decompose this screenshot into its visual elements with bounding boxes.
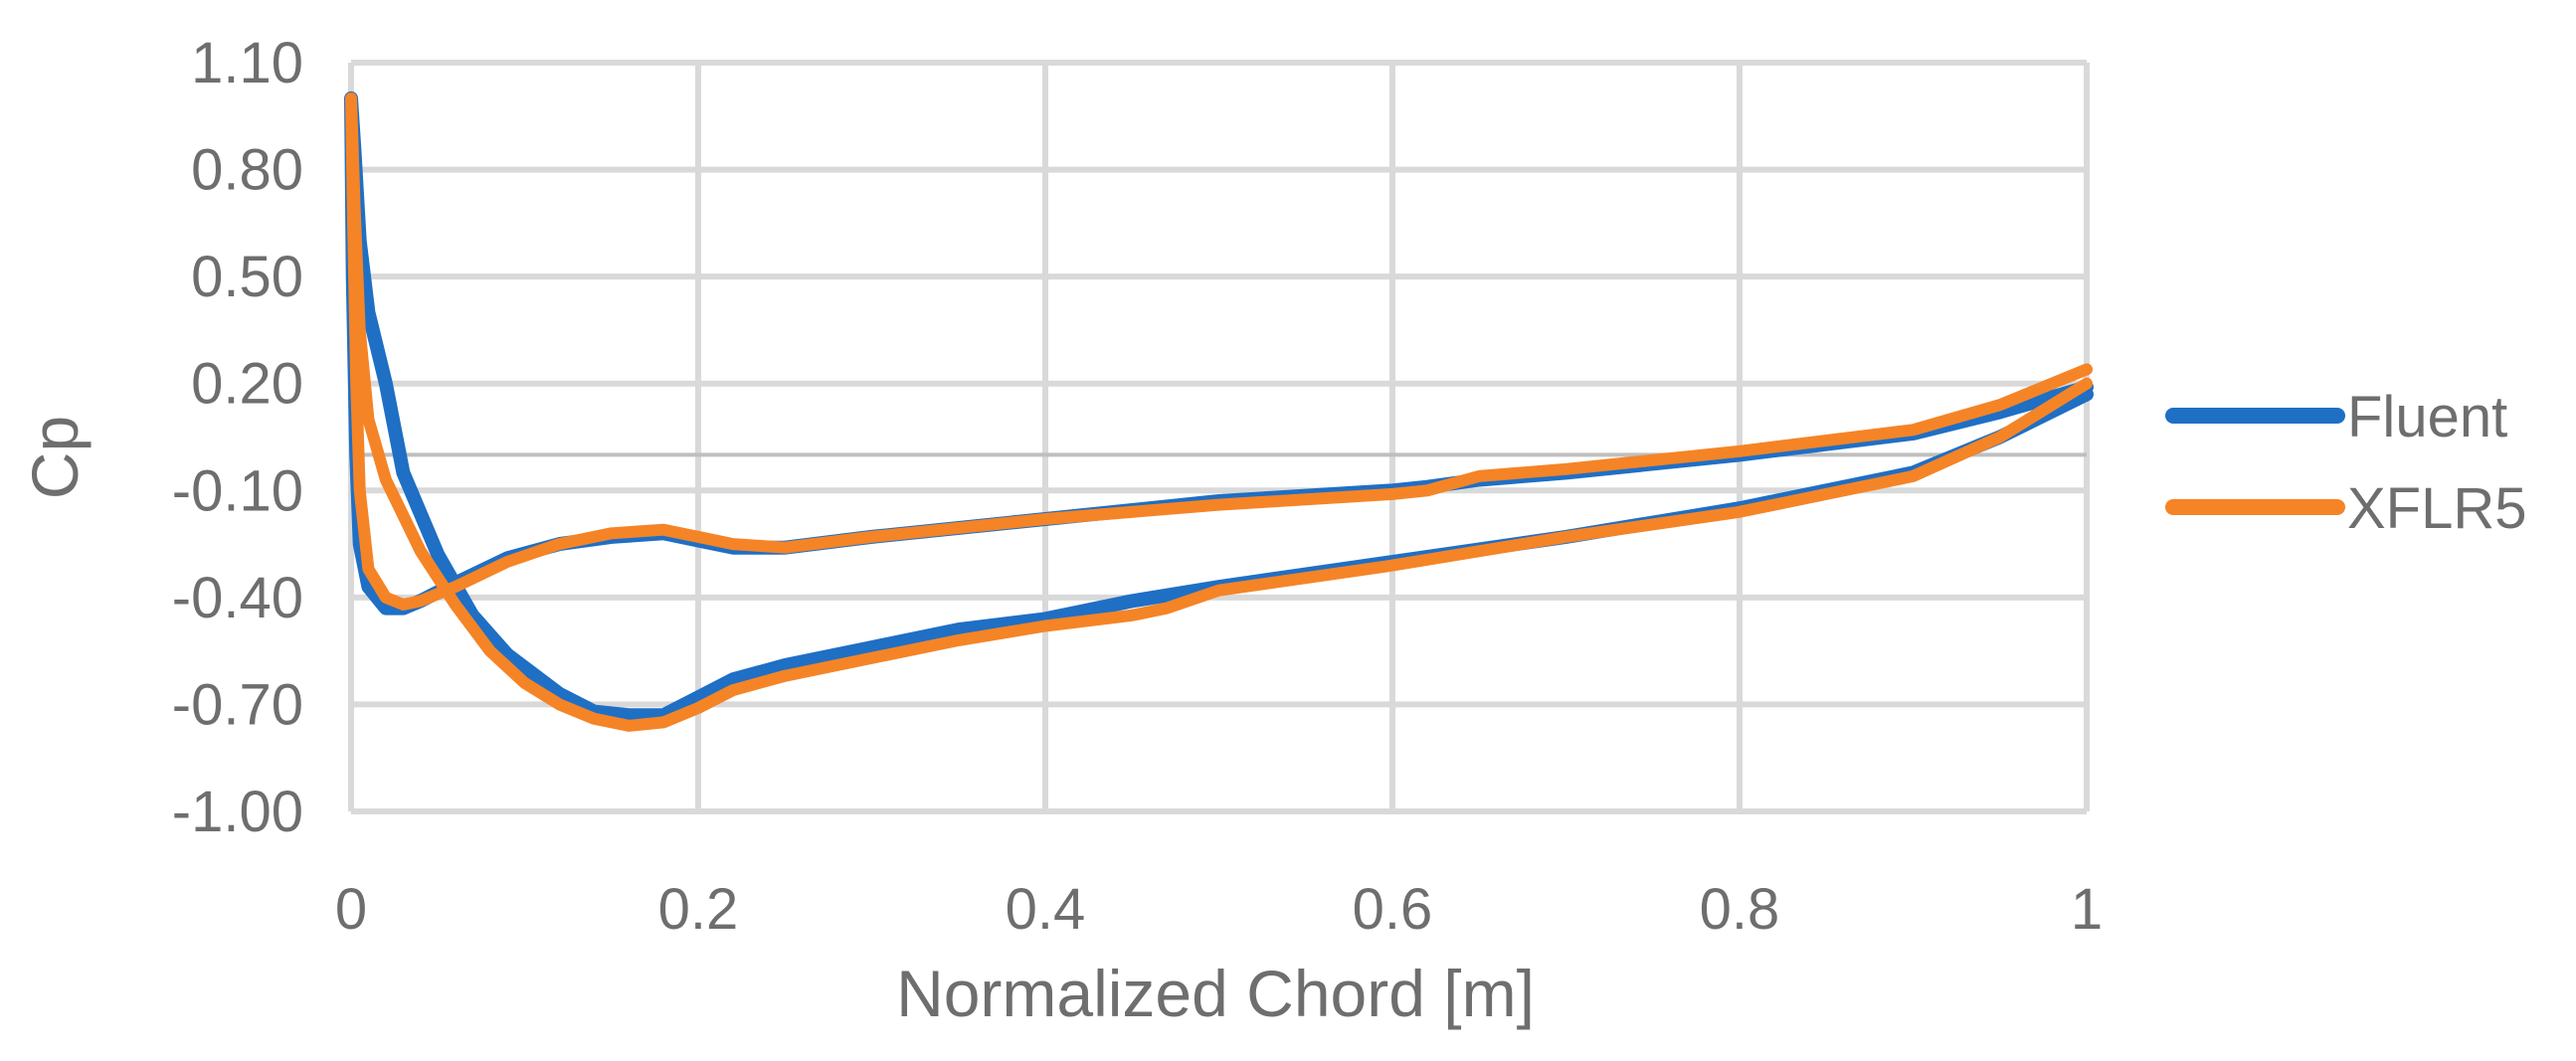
grid	[348, 60, 2090, 814]
x-tick-labels: 0 0.2 0.4 0.6 0.8 1	[335, 877, 2103, 942]
x-tick-label-1: 0.2	[658, 877, 739, 942]
series-line-fluent	[344, 90, 2094, 723]
y-tick-label-2: 0.50	[191, 245, 303, 309]
x-tick-label-0: 0	[335, 877, 367, 942]
y-tick-label-1: 0.80	[191, 138, 303, 203]
y-axis-title: Cp	[18, 416, 92, 499]
y-tick-label-3: 0.20	[191, 352, 303, 417]
y-tick-label-6: -0.70	[172, 672, 303, 737]
y-tick-label-7: -1.00	[172, 780, 303, 844]
y-tick-label-4: -0.10	[172, 458, 303, 523]
legend-label-fluent: Fluent	[2347, 385, 2507, 449]
x-tick-label-2: 0.4	[1006, 877, 1086, 942]
y-tick-label-5: -0.40	[172, 566, 303, 630]
x-tick-label-5: 1	[2071, 877, 2103, 942]
legend: Fluent XFLR5	[2165, 385, 2527, 541]
y-tick-label-0: 1.10	[191, 31, 303, 95]
series-group	[344, 90, 2094, 732]
x-axis-title: Normalized Chord [m]	[896, 957, 1535, 1030]
legend-label-xflr5: XFLR5	[2347, 476, 2527, 541]
series-line-xflr5	[345, 91, 2093, 732]
x-tick-label-4: 0.8	[1700, 877, 1780, 942]
x-tick-label-3: 0.6	[1353, 877, 1433, 942]
y-tick-labels: 1.10 0.80 0.50 0.20 -0.10 -0.40 -0.70 -1.00	[172, 31, 303, 844]
